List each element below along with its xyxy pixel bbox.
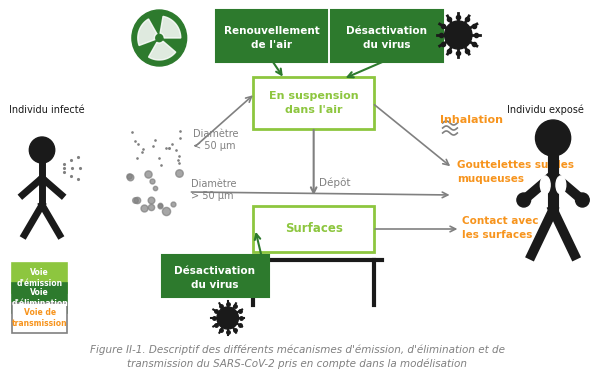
Circle shape <box>29 137 55 163</box>
Ellipse shape <box>541 176 550 194</box>
FancyBboxPatch shape <box>253 77 374 129</box>
Text: Voie de
transmission: Voie de transmission <box>12 308 67 328</box>
Text: Diamètre
> 50 μm: Diamètre > 50 μm <box>191 179 236 201</box>
Circle shape <box>576 193 589 207</box>
Text: Gouttelettes sur les
muqueuses: Gouttelettes sur les muqueuses <box>458 160 574 184</box>
Polygon shape <box>149 41 176 60</box>
Text: Voie
d'émission: Voie d'émission <box>16 268 63 288</box>
FancyBboxPatch shape <box>162 255 268 297</box>
FancyBboxPatch shape <box>331 10 442 62</box>
Text: Diamètre
< 50 μm: Diamètre < 50 μm <box>193 129 239 151</box>
Circle shape <box>132 10 187 66</box>
Text: En suspension
dans l'air: En suspension dans l'air <box>269 91 358 115</box>
Circle shape <box>517 193 530 207</box>
Polygon shape <box>138 19 157 46</box>
Ellipse shape <box>556 176 566 194</box>
FancyBboxPatch shape <box>11 303 67 333</box>
Circle shape <box>445 21 472 49</box>
FancyBboxPatch shape <box>11 283 67 313</box>
Text: Figure II-1. Descriptif des différents mécanismes d'émission, d'élimination et d: Figure II-1. Descriptif des différents m… <box>90 345 504 355</box>
Text: Désactivation
du virus: Désactivation du virus <box>347 26 427 50</box>
Text: Contact avec
les surfaces: Contact avec les surfaces <box>462 216 539 240</box>
FancyBboxPatch shape <box>253 206 374 252</box>
Text: Inhalation: Inhalation <box>441 115 503 125</box>
FancyBboxPatch shape <box>11 263 67 293</box>
Text: Dépôt: Dépôt <box>318 178 350 188</box>
Text: transmission du SARS-CoV-2 pris en compte dans la modélisation: transmission du SARS-CoV-2 pris en compt… <box>127 359 467 369</box>
FancyBboxPatch shape <box>216 10 327 62</box>
Circle shape <box>217 307 238 329</box>
Text: Individu infecté: Individu infecté <box>9 105 85 115</box>
Circle shape <box>535 120 571 156</box>
Text: Voie
d'élimination: Voie d'élimination <box>11 288 68 308</box>
Text: Désactivation
du virus: Désactivation du virus <box>175 267 255 290</box>
Polygon shape <box>160 16 181 38</box>
Text: Renouvellement
de l'air: Renouvellement de l'air <box>224 26 320 50</box>
Text: Surfaces: Surfaces <box>285 222 343 236</box>
Text: Individu exposé: Individu exposé <box>507 105 584 115</box>
